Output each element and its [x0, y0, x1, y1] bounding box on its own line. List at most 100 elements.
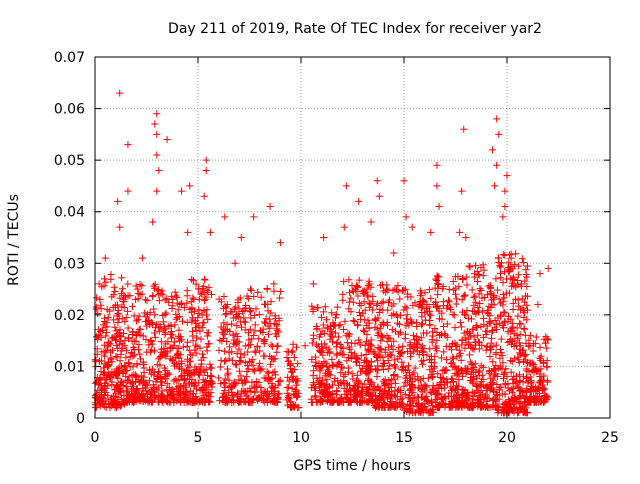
data-point [226, 383, 234, 391]
data-point [385, 377, 393, 385]
data-point [224, 369, 232, 377]
data-point [495, 295, 503, 303]
data-point [309, 331, 317, 339]
data-point [195, 285, 203, 293]
data-point [294, 360, 302, 368]
data-point [144, 310, 152, 318]
data-point [114, 394, 122, 402]
data-point [244, 295, 252, 303]
data-point [235, 313, 243, 321]
data-point [313, 374, 321, 382]
data-point [443, 320, 451, 328]
data-point [458, 323, 466, 331]
data-point [347, 398, 355, 406]
data-point [417, 404, 425, 412]
data-point [457, 319, 465, 327]
data-point [419, 296, 427, 304]
data-point [443, 333, 451, 341]
data-point [517, 399, 525, 407]
data-point [256, 366, 264, 374]
data-point [529, 347, 537, 355]
data-point [444, 296, 452, 304]
data-point [520, 313, 528, 321]
data-point [465, 262, 473, 270]
data-point [385, 298, 393, 306]
data-point [261, 300, 269, 308]
data-point [199, 376, 207, 384]
data-point [308, 339, 316, 347]
data-point [284, 373, 292, 381]
data-point [503, 275, 511, 283]
data-point [233, 322, 241, 330]
data-point [475, 345, 483, 353]
data-point [257, 293, 265, 301]
data-point [334, 333, 342, 341]
data-point [276, 287, 284, 295]
data-point [394, 387, 402, 395]
data-point [361, 306, 369, 314]
data-point [345, 276, 353, 284]
data-point [532, 333, 540, 341]
data-point [400, 177, 408, 185]
data-point [516, 339, 524, 347]
data-point [290, 353, 298, 361]
data-point [243, 392, 251, 400]
data-point [469, 378, 477, 386]
data-point [376, 403, 384, 411]
data-point [311, 393, 319, 401]
data-point [392, 311, 400, 319]
data-point [124, 335, 132, 343]
data-point [405, 362, 413, 370]
data-point [189, 277, 197, 285]
y-tick-label: 0.04 [54, 205, 85, 221]
data-point [329, 398, 337, 406]
data-point [234, 296, 242, 304]
data-point [151, 280, 159, 288]
data-point [518, 403, 526, 411]
data-point [313, 304, 321, 312]
data-point [347, 294, 355, 302]
data-point [129, 363, 137, 371]
data-point [115, 329, 123, 337]
data-point [247, 314, 255, 322]
data-point [166, 343, 174, 351]
data-point [482, 327, 490, 335]
data-point [100, 341, 108, 349]
data-point [204, 288, 212, 296]
data-point [367, 358, 375, 366]
data-point [425, 286, 433, 294]
data-point [132, 389, 140, 397]
data-point [506, 267, 514, 275]
data-point [489, 396, 497, 404]
data-point [388, 311, 396, 319]
data-point [252, 348, 260, 356]
data-point [494, 254, 502, 262]
data-point [455, 376, 463, 384]
data-point [480, 314, 488, 322]
data-point [418, 357, 426, 365]
data-point [479, 307, 487, 315]
data-point [357, 352, 365, 360]
data-point [93, 294, 101, 302]
data-point [103, 346, 111, 354]
data-point [376, 324, 384, 332]
data-point [539, 386, 547, 394]
data-point [440, 348, 448, 356]
data-point [203, 287, 211, 295]
data-point [270, 280, 278, 288]
data-point [247, 285, 255, 293]
data-point [470, 307, 478, 315]
data-point [497, 345, 505, 353]
data-point [401, 390, 409, 398]
data-point [250, 311, 258, 319]
data-point [515, 359, 523, 367]
data-point [128, 372, 136, 380]
data-point [398, 358, 406, 366]
data-point [503, 172, 511, 180]
data-point [508, 282, 516, 290]
data-point [192, 392, 200, 400]
data-point [427, 294, 435, 302]
data-point [229, 331, 237, 339]
data-point [384, 365, 392, 373]
